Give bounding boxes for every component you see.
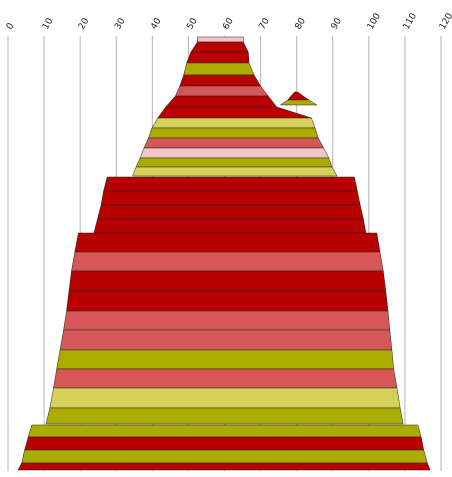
x-tick-label: 0 bbox=[5, 21, 17, 31]
band-3 bbox=[186, 51, 250, 64]
band-16 bbox=[100, 190, 361, 206]
band-10 bbox=[148, 127, 319, 139]
band-11 bbox=[143, 137, 325, 149]
band-32 bbox=[17, 462, 431, 471]
band-2 bbox=[190, 41, 249, 53]
band-31 bbox=[21, 449, 428, 464]
band-21 bbox=[68, 270, 387, 292]
band-17 bbox=[97, 204, 364, 220]
x-tick-label: 40 bbox=[149, 16, 164, 31]
x-tick-label: 90 bbox=[330, 16, 345, 31]
band-18 bbox=[93, 218, 367, 234]
band-1 bbox=[197, 36, 244, 43]
band-9 bbox=[151, 117, 316, 129]
side-peak-base bbox=[279, 99, 318, 106]
band-6 bbox=[175, 85, 269, 97]
band-20 bbox=[71, 251, 384, 272]
x-tick-labels: 0 10 20 30 40 50 60 70 80 90 100 110 120 bbox=[5, 11, 452, 31]
band-19 bbox=[74, 232, 381, 253]
band-14 bbox=[132, 166, 338, 177]
band-8 bbox=[157, 106, 312, 119]
band-27 bbox=[49, 387, 401, 409]
band-30 bbox=[24, 436, 425, 451]
x-tick-label: 80 bbox=[294, 16, 309, 31]
band-4 bbox=[183, 62, 255, 76]
band-29 bbox=[27, 424, 422, 438]
x-tick-label: 20 bbox=[77, 16, 92, 31]
x-tick-label: 60 bbox=[221, 16, 236, 31]
x-tick-label: 110 bbox=[402, 11, 419, 31]
x-tick-label: 100 bbox=[366, 11, 383, 31]
band-7 bbox=[165, 95, 278, 108]
x-tick-label: 10 bbox=[41, 16, 56, 31]
x-tick-label: 70 bbox=[258, 16, 273, 31]
x-tick-label: 120 bbox=[438, 11, 452, 31]
side-peak-top bbox=[287, 91, 310, 101]
x-tick-label: 30 bbox=[113, 16, 128, 31]
band-26 bbox=[53, 368, 398, 389]
band-24 bbox=[59, 329, 393, 351]
stacked-bands bbox=[17, 36, 431, 471]
band-12 bbox=[139, 147, 330, 159]
band-5 bbox=[179, 74, 262, 87]
band-22 bbox=[66, 290, 389, 312]
side-peak bbox=[279, 91, 318, 106]
band-15 bbox=[103, 176, 358, 192]
band-13 bbox=[135, 157, 333, 168]
x-tick-label: 50 bbox=[185, 16, 200, 31]
band-23 bbox=[63, 310, 391, 331]
band-28 bbox=[45, 407, 404, 425]
band-25 bbox=[56, 349, 394, 370]
